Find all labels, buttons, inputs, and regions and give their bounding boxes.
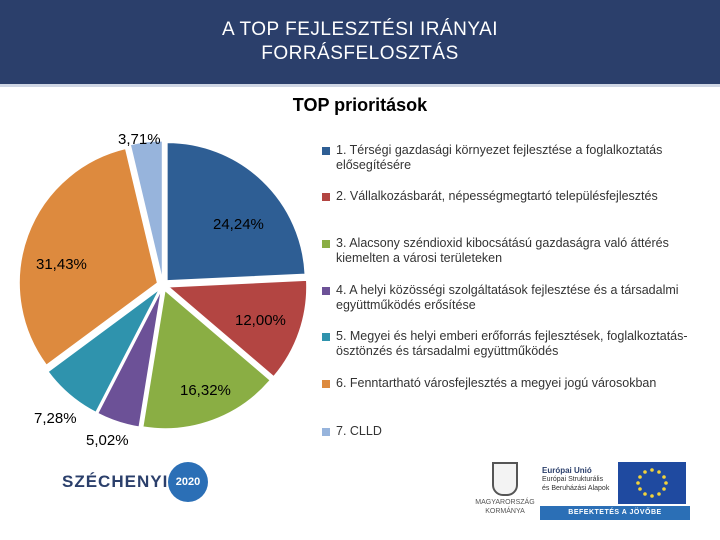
legend-swatch-3: [322, 240, 330, 248]
eu-logo-text: Európai Unió Európai Strukturális és Ber…: [542, 466, 614, 493]
crest-icon: [492, 462, 518, 496]
eu-line1: Európai Strukturális: [542, 476, 604, 483]
eu-tagline: BEFEKTETÉS A JÖVŐBE: [540, 506, 690, 520]
pct-label-4: 5,02%: [86, 432, 129, 449]
eu-title: Európai Unió: [542, 466, 592, 475]
pie-slice-1: [166, 142, 306, 282]
legend-item-7: 7. CLLD: [322, 424, 702, 440]
legend-label-1: 1. Térségi gazdasági környezet fejleszté…: [336, 143, 663, 172]
header-bar: A TOP FEJLESZTÉSI IRÁNYAI FORRÁSFELOSZTÁ…: [0, 0, 720, 87]
pct-label-2: 12,00%: [235, 312, 286, 329]
legend-item-2: 2. Vállalkozásbarát, népességmegtartó te…: [322, 189, 702, 221]
legend-swatch-5: [322, 333, 330, 341]
legend-label-5: 5. Megyei és helyi emberi erőforrás fejl…: [336, 329, 688, 358]
page-title-line1: A TOP FEJLESZTÉSI IRÁNYAI: [221, 19, 499, 40]
legend-label-4: 4. A helyi közösségi szolgáltatások fejl…: [336, 283, 679, 312]
eu-flag-icon: [618, 462, 686, 504]
legend-swatch-6: [322, 380, 330, 388]
pie-slice-4: [97, 290, 162, 428]
legend-swatch-7: [322, 428, 330, 436]
pie-slice-6: [18, 148, 158, 366]
pct-label-1: 24,24%: [213, 216, 264, 233]
legend-swatch-1: [322, 147, 330, 155]
pct-label-7: 3,71%: [118, 131, 161, 148]
szechenyi-2020-badge: 2020: [168, 462, 208, 502]
pie-slice-7: [129, 140, 163, 280]
legend-label-7: 7. CLLD: [336, 424, 382, 438]
pie-slice-3: [142, 289, 271, 430]
government-logo: MAGYARORSZÁG KORMÁNYA: [470, 460, 540, 530]
government-logo-text: MAGYARORSZÁG KORMÁNYA: [470, 498, 540, 516]
legend-label-3: 3. Alacsony széndioxid kibocsátású gazda…: [336, 236, 669, 265]
legend-item-6: 6. Fenntartható városfejlesztés a megyei…: [322, 376, 702, 408]
pct-label-3: 16,32%: [180, 382, 231, 399]
page-title: A TOP FEJLESZTÉSI IRÁNYAI FORRÁSFELOSZTÁ…: [0, 18, 720, 66]
pie-slice-2: [167, 279, 308, 378]
legend-item-3: 3. Alacsony széndioxid kibocsátású gazda…: [322, 236, 702, 268]
page-title-line2: FORRÁSFELOSZTÁS: [261, 43, 459, 64]
legend-swatch-2: [322, 193, 330, 201]
pct-label-5: 7,28%: [34, 410, 77, 427]
pct-label-6: 31,43%: [36, 256, 87, 273]
pie-slice-5: [47, 289, 160, 413]
legend-label-6: 6. Fenntartható városfejlesztés a megyei…: [336, 376, 657, 390]
legend-item-1: 1. Térségi gazdasági környezet fejleszté…: [322, 143, 702, 175]
chart-title: TOP prioritások: [292, 95, 428, 115]
gov-line1: MAGYARORSZÁG: [475, 499, 535, 506]
eu-line2: és Beruházási Alapok: [542, 485, 610, 492]
szechenyi-logo-text: SZÉCHENYI: [62, 472, 169, 491]
legend-label-2: 2. Vállalkozásbarát, népességmegtartó te…: [336, 189, 658, 203]
legend-item-4: 4. A helyi közösségi szolgáltatások fejl…: [322, 283, 702, 315]
eu-logo: Európai Unió Európai Strukturális és Ber…: [540, 462, 690, 520]
legend-item-5: 5. Megyei és helyi emberi erőforrás fejl…: [322, 329, 702, 361]
legend-swatch-4: [322, 287, 330, 295]
gov-line2: KORMÁNYA: [485, 508, 525, 515]
